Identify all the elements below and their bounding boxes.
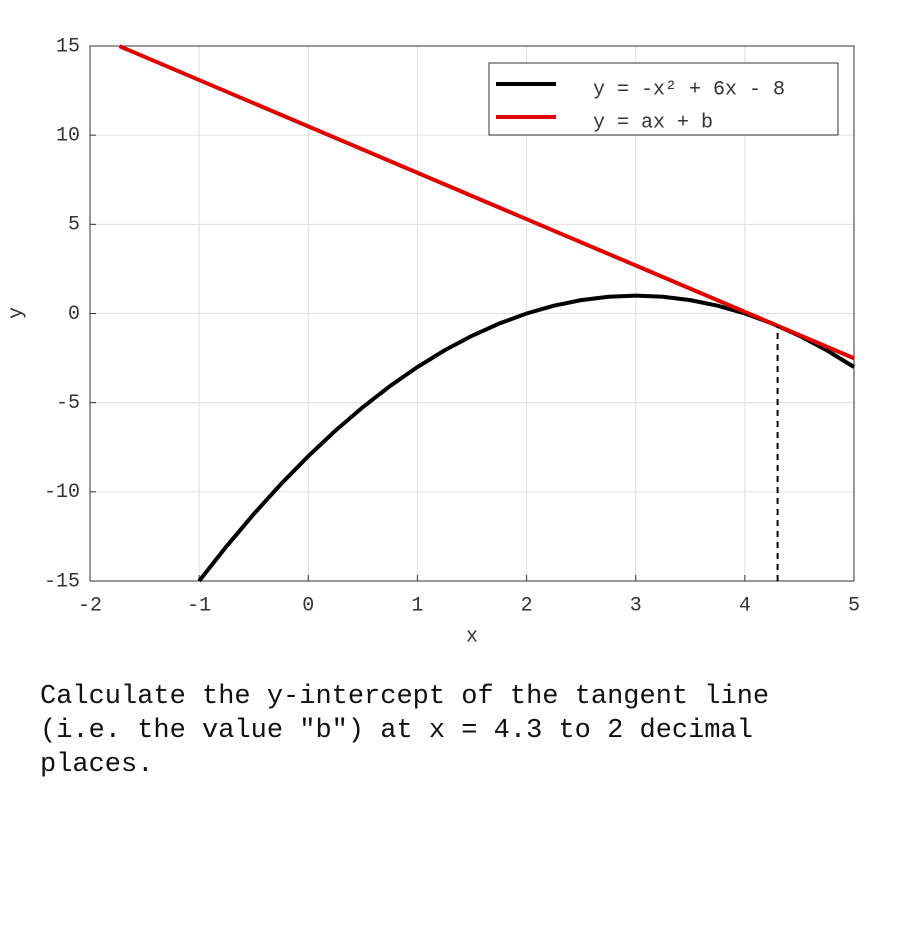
y-tick-label: 5 (68, 214, 80, 237)
plot-frame (89, 45, 855, 582)
legend: y = -x² + 6x - 8 y = ax + b (488, 62, 839, 136)
legend-box (488, 62, 839, 136)
legend-label: y = ax + b (593, 111, 713, 134)
x-tick-label: 0 (302, 594, 314, 617)
y-tick-label: -10 (44, 481, 80, 504)
x-tick-label: -1 (187, 594, 211, 617)
x-tick-label: -2 (78, 594, 102, 617)
y-tick-label: -15 (44, 570, 80, 593)
x-tick-label: 3 (630, 594, 642, 617)
y-tick-label: 15 (56, 35, 80, 58)
x-tick-label: 5 (848, 594, 860, 617)
x-axis-label: x (466, 625, 478, 648)
x-tick-label: 1 (411, 594, 423, 617)
y-tick-label: -5 (56, 392, 80, 415)
y-axis-label: y (5, 307, 28, 319)
x-tick-label: 4 (739, 594, 751, 617)
series-line (118, 44, 855, 361)
legend-label: y = -x² + 6x - 8 (593, 78, 785, 101)
question-text: Calculate the y-intercept of the tangent… (40, 682, 770, 780)
y-tick-label: 10 (56, 124, 80, 147)
y-tick-label: 0 (68, 303, 80, 326)
x-tick-label: 2 (521, 594, 533, 617)
